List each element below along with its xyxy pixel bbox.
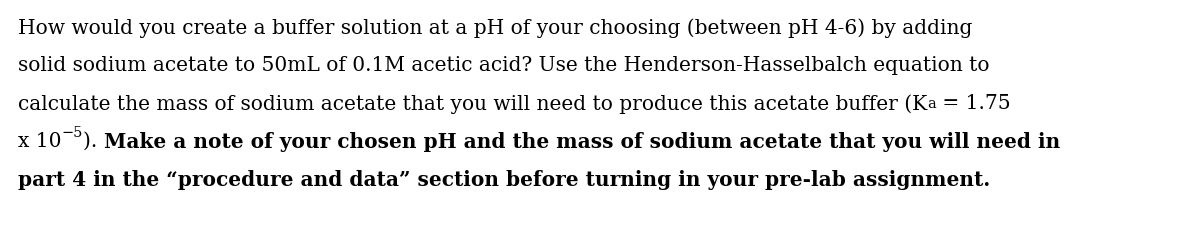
Text: Make a note of your chosen pH and the mass of sodium acetate that you will need : Make a note of your chosen pH and the ma… bbox=[103, 132, 1060, 152]
Text: part 4 in the “procedure and data” section before turning in your pre-lab assign: part 4 in the “procedure and data” secti… bbox=[18, 170, 990, 190]
Text: a: a bbox=[928, 97, 936, 111]
Text: x 10: x 10 bbox=[18, 132, 61, 151]
Text: How would you create a buffer solution at a pH of your choosing (between pH 4-6): How would you create a buffer solution a… bbox=[18, 18, 972, 38]
Text: solid sodium acetate to 50mL of 0.1M acetic acid? Use the Henderson-Hasselbalch : solid sodium acetate to 50mL of 0.1M ace… bbox=[18, 56, 990, 75]
Text: calculate the mass of sodium acetate that you will need to produce this acetate : calculate the mass of sodium acetate tha… bbox=[18, 94, 928, 114]
Text: = 1.75: = 1.75 bbox=[936, 94, 1010, 113]
Text: −5: −5 bbox=[61, 127, 83, 141]
Text: ).: ). bbox=[83, 132, 103, 151]
